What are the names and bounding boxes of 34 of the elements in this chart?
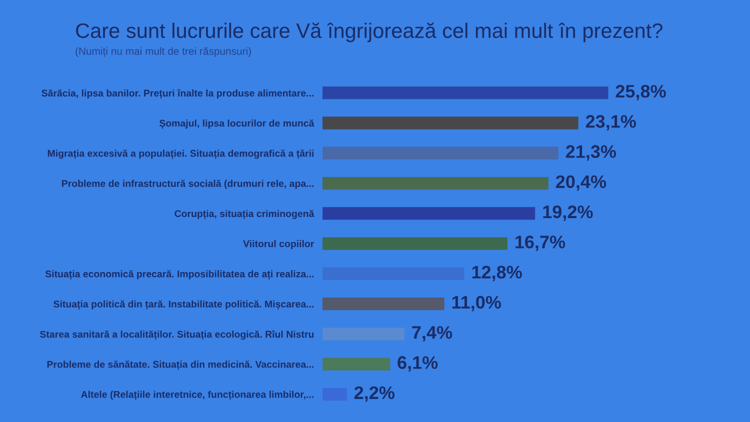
bar <box>322 146 558 160</box>
y-tick-label: Probleme de infrastructură socială (drumuri rele, apa... <box>62 180 314 189</box>
data-label: 2,2% <box>354 386 394 402</box>
data-label: 7,4% <box>412 326 452 342</box>
data-label: 11,0% <box>452 296 501 312</box>
text: (Numiți nu mai mult de trei răspunsuri) <box>76 47 251 57</box>
y-tick-label: Starea sanitară a localităților. Situația ecologică. Rîul Nistru <box>40 330 314 340</box>
y-tick-label: Viitorul copiilor <box>243 240 314 250</box>
y-tick-label: Sărăcia, lipsa banilor. Prețuri înalte la produse alimentare... <box>42 89 314 99</box>
y-tick-label: Situația economică precară. Imposibilitatea de ați realiza... <box>45 270 314 280</box>
bar <box>322 388 347 401</box>
y-tick-label: Altele (Relațiile interetnice, funcționarea limbilor,... <box>81 390 314 400</box>
bar <box>322 328 404 340</box>
data-label: 16,7% <box>516 236 566 252</box>
data-label: 23,1% <box>586 115 636 130</box>
bar <box>322 358 390 370</box>
y-tick-label: Migrația excesivă a populației. Situația demografică a țării <box>48 150 314 159</box>
bar <box>322 176 548 190</box>
bar <box>322 86 608 100</box>
y-tick-label: Șomajul, lipsa locurilor de muncă <box>159 119 314 129</box>
y-tick-label: Probleme de sănătate. Situația din medicină. Vaccinarea... <box>47 360 314 370</box>
data-label: 20,4% <box>556 175 606 191</box>
data-label: 25,8% <box>616 84 666 100</box>
data-label: 19,2% <box>543 205 593 221</box>
chart-title: Care sunt lucrurile care Vă îngrijorează cel mai mult în prezent? <box>76 22 662 42</box>
bar <box>322 207 536 220</box>
data-label: 12,8% <box>472 266 522 282</box>
bar <box>322 237 508 250</box>
data-label: 21,3% <box>566 145 616 161</box>
y-tick-label: Situația politică din țară. Instabilitate politică. Mișcarea... <box>54 300 314 310</box>
bar <box>322 298 444 310</box>
data-label: 6,1% <box>398 356 438 372</box>
y-tick-label: Corupția, situația criminogenă <box>174 210 314 220</box>
bar <box>322 116 578 130</box>
